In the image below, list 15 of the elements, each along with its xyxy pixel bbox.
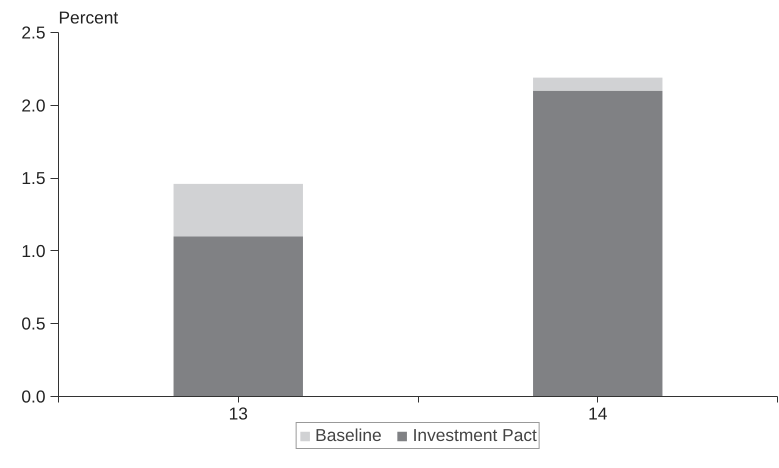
bar: [533, 90, 662, 396]
legend-label: Investment Pact: [412, 425, 537, 446]
y-axis-title: Percent: [58, 8, 118, 28]
y-tick-label: 0.0: [21, 386, 46, 406]
legend-label: Baseline: [315, 425, 382, 446]
y-tick-label: 1.5: [21, 168, 46, 188]
y-tick-label: 0.5: [21, 314, 46, 334]
bar: [174, 236, 303, 396]
x-tick-label: 14: [588, 404, 608, 424]
bar: [533, 78, 662, 91]
y-tick-label: 1.0: [21, 240, 46, 261]
y-tick-label: 2.0: [21, 95, 46, 116]
y-tick-label: 2.5: [21, 22, 46, 42]
bar: [174, 184, 303, 236]
x-tick-label: 13: [228, 404, 248, 424]
